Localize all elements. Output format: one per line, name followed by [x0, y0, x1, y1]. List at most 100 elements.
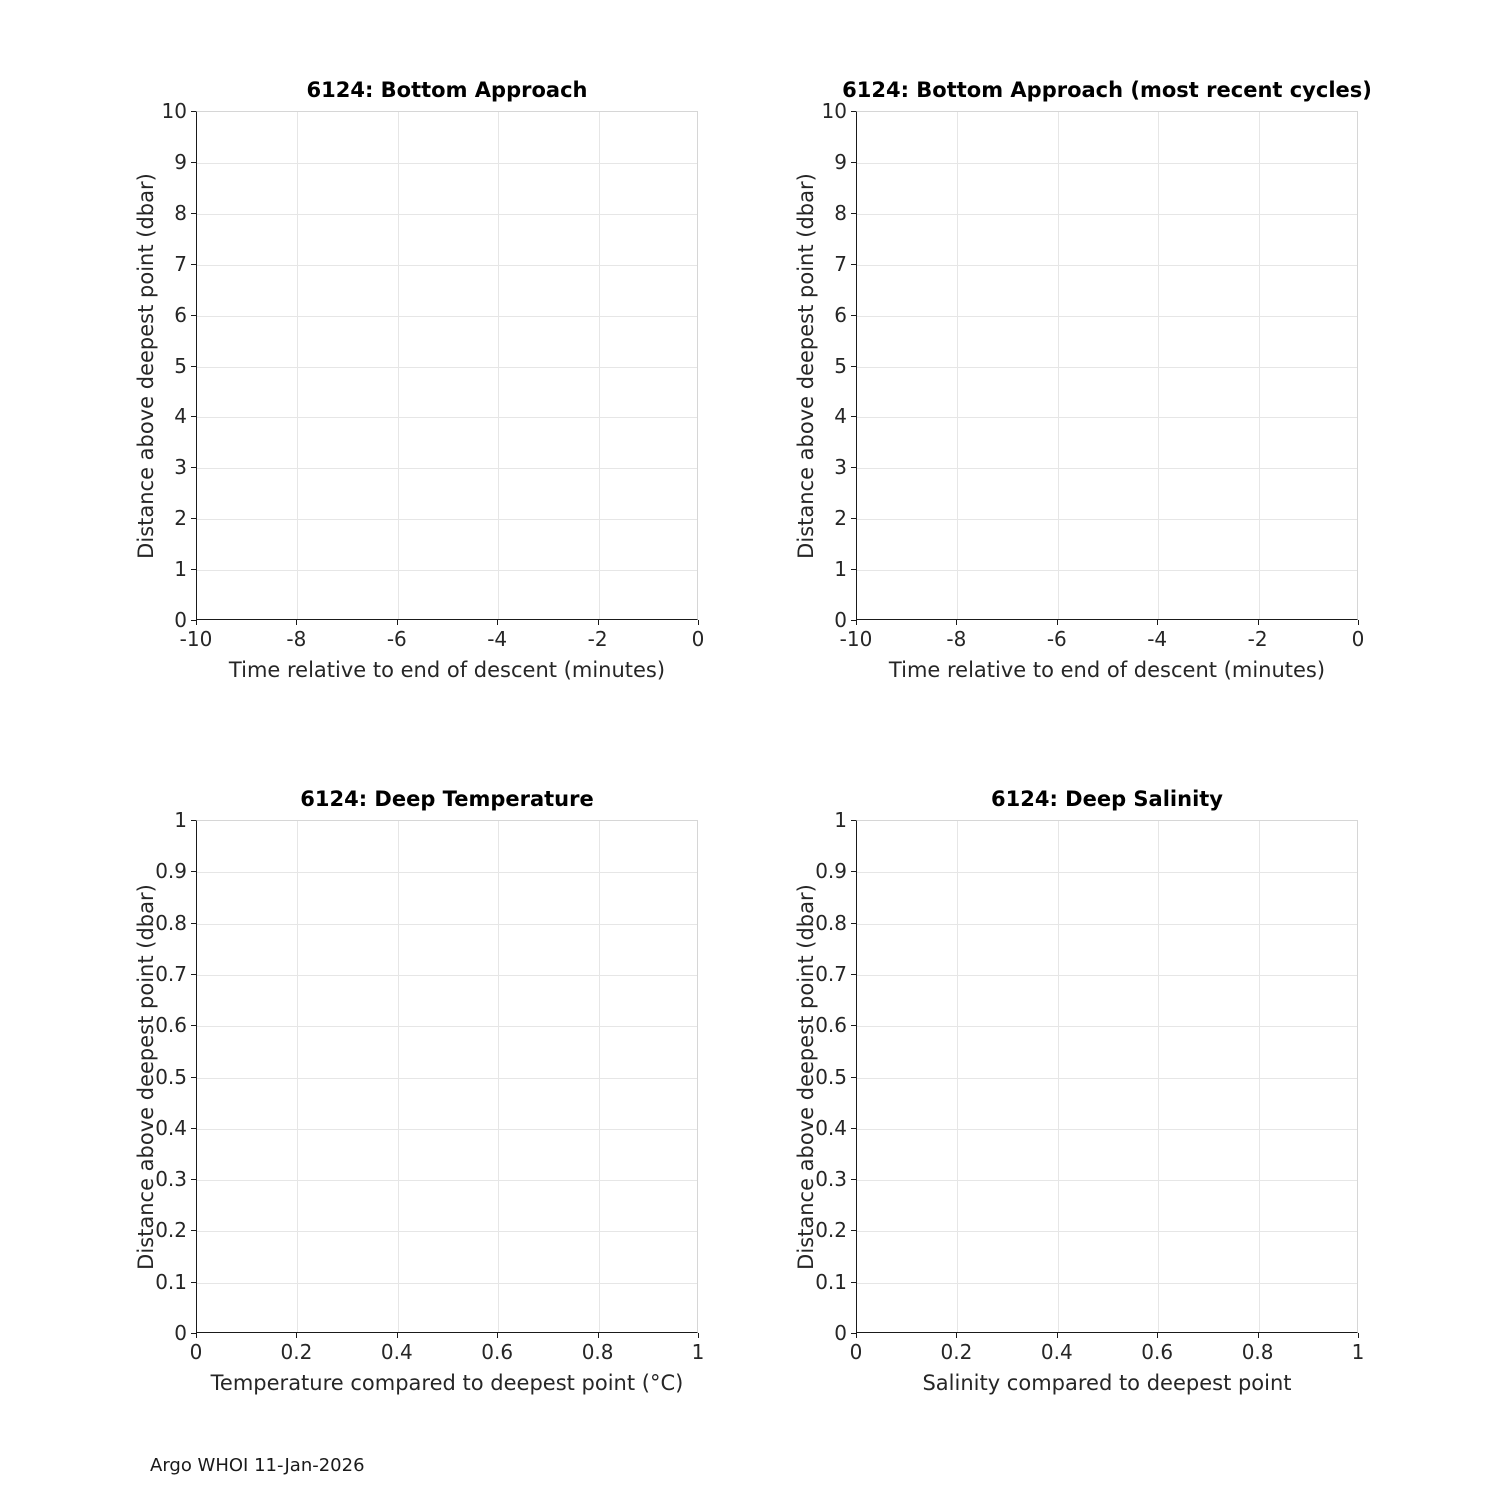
- gridline-horizontal: [197, 1128, 697, 1130]
- tick-mark-y: [191, 111, 196, 112]
- tick-mark-y: [851, 973, 856, 975]
- subplot-title-bottom-approach-recent: 6124: Bottom Approach (most recent cycle…: [842, 78, 1372, 102]
- tick-mark-y: [851, 922, 856, 924]
- tick-label-y: 0.8: [815, 910, 847, 935]
- gridline-horizontal: [197, 570, 697, 572]
- tick-mark-x: [1157, 620, 1159, 625]
- tick-label-y: 1: [174, 808, 187, 832]
- tick-mark-x: [396, 1333, 398, 1338]
- tick-label-x: 0: [849, 1340, 863, 1364]
- gridline-horizontal: [857, 162, 1357, 164]
- tick-label-y: 0.2: [815, 1218, 847, 1243]
- tick-mark-y: [191, 569, 196, 571]
- tick-mark-y: [851, 161, 856, 163]
- gridline-horizontal: [857, 213, 1357, 215]
- tick-mark-y: [851, 365, 856, 367]
- tick-mark-y: [191, 1281, 196, 1283]
- tick-label-y: 1: [834, 557, 847, 582]
- gridline-vertical: [1258, 821, 1260, 1332]
- ylabel-bottom-approach-recent: Distance above deepest point (dbar): [794, 172, 818, 559]
- tick-label-x: -2: [1247, 627, 1268, 651]
- tick-label-y: 0.9: [155, 859, 187, 884]
- tick-label-y: 10: [161, 99, 187, 123]
- tick-label-y: 0.3: [815, 1167, 847, 1192]
- subplot-title-deep-temperature: 6124: Deep Temperature: [300, 787, 594, 811]
- subplot-bottom-approach-recent: 6124: Bottom Approach (most recent cycle…: [794, 78, 1372, 682]
- tick-mark-y: [191, 263, 196, 265]
- gridline-horizontal: [197, 315, 697, 317]
- tick-mark-x: [1056, 620, 1058, 625]
- gridline-vertical: [397, 112, 399, 619]
- tick-mark-x: [856, 620, 857, 625]
- tick-label-x: 0: [189, 1340, 203, 1364]
- tick-mark-y: [191, 820, 196, 821]
- tick-label-y: 8: [174, 200, 187, 225]
- gridline-vertical: [297, 821, 299, 1332]
- xlabel-bottom-approach: Time relative to end of descent (minutes…: [228, 658, 666, 682]
- tick-mark-y: [851, 820, 856, 821]
- tick-mark-y: [851, 467, 856, 469]
- tick-label-x: -8: [946, 627, 967, 651]
- tick-label-x: -6: [386, 627, 407, 651]
- tick-label-y: 1: [834, 808, 847, 832]
- tick-label-x: 1: [1351, 1340, 1365, 1364]
- tick-mark-x: [956, 620, 958, 625]
- tick-mark-y: [851, 1076, 856, 1078]
- tick-label-y: 0.1: [815, 1269, 847, 1294]
- tick-label-y: 5: [174, 353, 187, 378]
- tick-label-y: 0.6: [155, 1013, 187, 1038]
- gridline-horizontal: [197, 519, 697, 521]
- tick-mark-y: [191, 416, 196, 418]
- tick-label-y: 0.3: [155, 1167, 187, 1192]
- gridline-horizontal: [197, 1077, 697, 1079]
- tick-label-y: 0: [834, 608, 847, 632]
- gridline-vertical: [498, 821, 500, 1332]
- gridline-horizontal: [857, 315, 1357, 317]
- tick-mark-y: [851, 263, 856, 265]
- tick-mark-y: [851, 569, 856, 571]
- tick-mark-x: [956, 1333, 958, 1338]
- tick-label-y: 6: [174, 302, 187, 327]
- tick-label-y: 2: [174, 506, 187, 531]
- tick-mark-y: [191, 365, 196, 367]
- gridline-horizontal: [197, 366, 697, 368]
- tick-label-y: 4: [834, 404, 847, 429]
- gridline-horizontal: [197, 213, 697, 215]
- tick-label-y: 0.5: [815, 1064, 847, 1089]
- tick-mark-x: [1257, 1333, 1259, 1338]
- tick-mark-y: [191, 1127, 196, 1129]
- gridline-vertical: [1057, 821, 1059, 1332]
- gridline-vertical: [598, 821, 600, 1332]
- tick-label-x: -4: [487, 627, 508, 651]
- tick-label-x: 0.2: [280, 1340, 313, 1364]
- gridline-horizontal: [197, 1180, 697, 1182]
- tick-label-x: -2: [587, 627, 608, 651]
- ylabel-bottom-approach: Distance above deepest point (dbar): [134, 172, 158, 559]
- tick-mark-x: [1056, 1333, 1058, 1338]
- gridline-horizontal: [857, 1077, 1357, 1079]
- subplot-deep-temperature: 6124: Deep Temperature Distance above de…: [134, 787, 704, 1395]
- tick-mark-y: [851, 212, 856, 214]
- axes-deep-salinity: [856, 820, 1358, 1333]
- gridline-horizontal: [857, 264, 1357, 266]
- tick-label-x: 0.4: [1040, 1340, 1073, 1364]
- gridline-horizontal: [857, 974, 1357, 976]
- tick-label-y: 7: [834, 251, 847, 276]
- tick-label-x: 0: [691, 627, 705, 651]
- axes-bottom-approach: [196, 111, 698, 620]
- gridline-horizontal: [197, 417, 697, 419]
- tick-label-y: 0: [174, 608, 187, 632]
- tick-label-y: 0.4: [815, 1115, 847, 1140]
- gridline-horizontal: [197, 974, 697, 976]
- tick-mark-y: [191, 871, 196, 873]
- gridline-horizontal: [857, 1282, 1357, 1284]
- tick-label-y: 9: [834, 149, 847, 174]
- tick-mark-x: [1358, 620, 1359, 625]
- tick-mark-y: [851, 416, 856, 418]
- gridline-horizontal: [857, 923, 1357, 925]
- tick-mark-y: [851, 314, 856, 316]
- xlabel-deep-temperature: Temperature compared to deepest point (°…: [210, 1371, 684, 1395]
- tick-mark-y: [191, 161, 196, 163]
- tick-mark-x: [856, 1333, 857, 1338]
